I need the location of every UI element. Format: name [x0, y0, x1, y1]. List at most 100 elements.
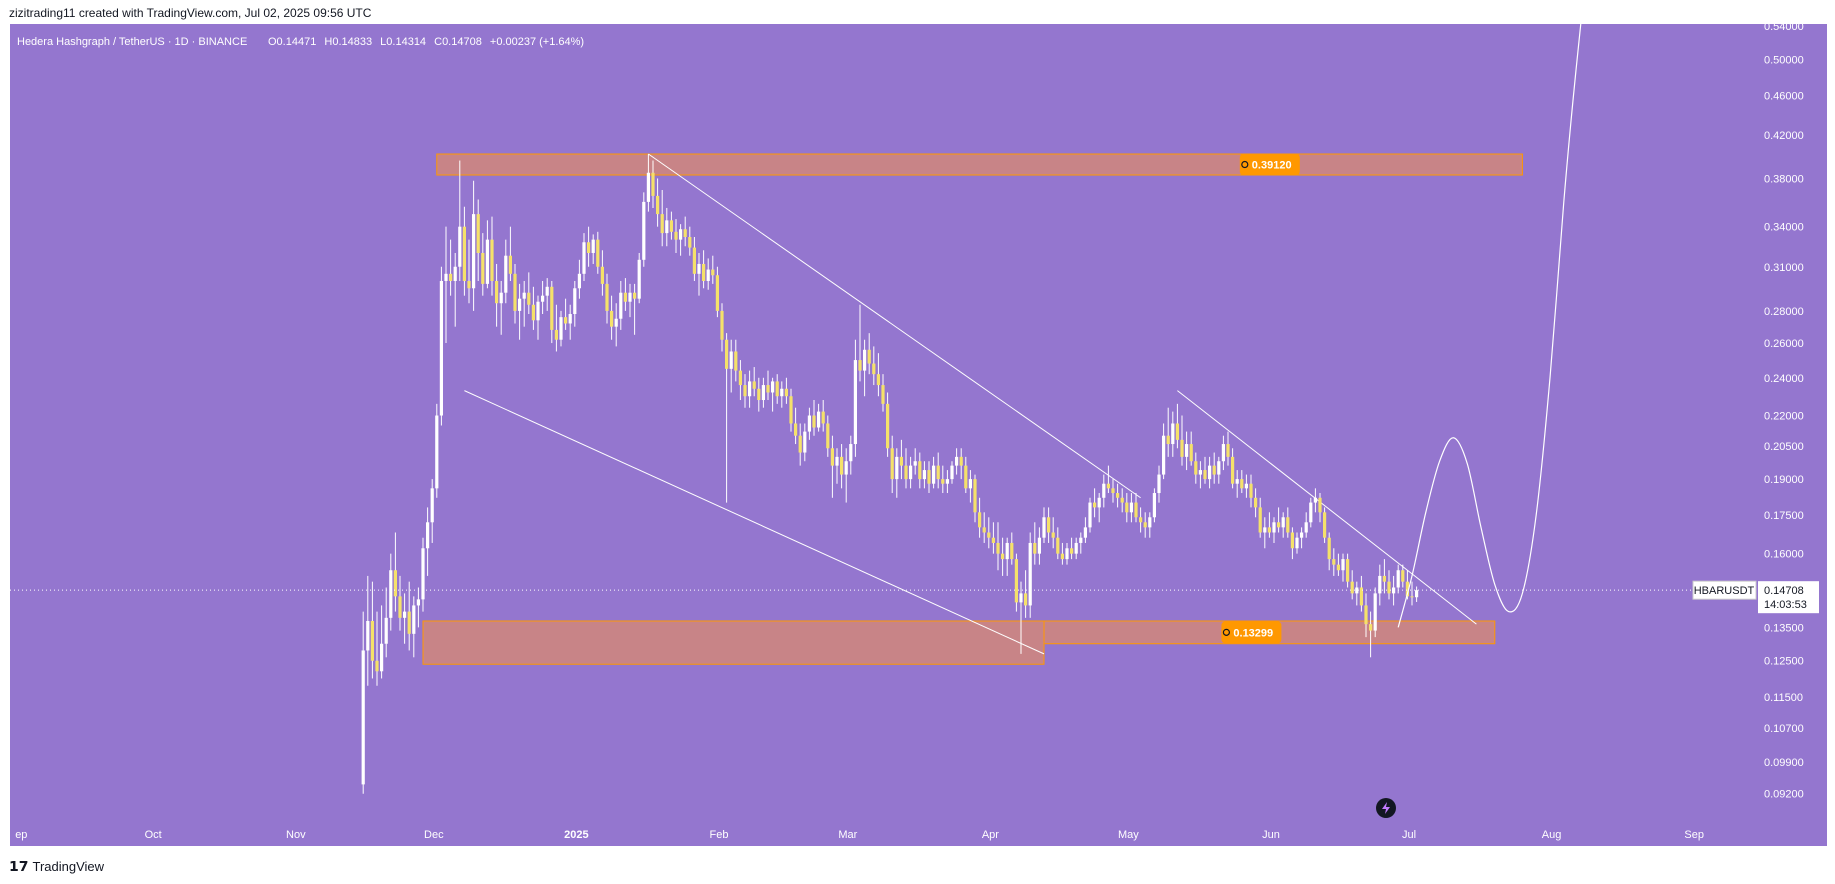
candle — [577, 259, 581, 299]
candle-body — [531, 304, 535, 321]
candle — [789, 388, 793, 432]
candle-body — [472, 214, 476, 289]
candle — [1304, 512, 1308, 538]
candle-body — [481, 252, 485, 284]
candle — [1226, 431, 1230, 466]
candle — [582, 233, 586, 281]
candle — [941, 465, 945, 494]
candle-body — [1405, 581, 1409, 597]
candle-body — [1106, 483, 1110, 489]
candle-body — [715, 275, 719, 311]
candle — [775, 374, 779, 404]
x-tick-label: ep — [15, 829, 27, 841]
candle-body — [380, 643, 384, 672]
candle-body — [449, 273, 453, 281]
candle-body — [784, 388, 788, 397]
candle-body — [527, 292, 531, 305]
candle-body — [959, 456, 963, 466]
candle — [922, 461, 926, 489]
candle-body — [407, 611, 411, 634]
candle-body — [1226, 444, 1230, 457]
candle — [1300, 527, 1304, 549]
candle — [812, 400, 816, 436]
candle — [1139, 507, 1143, 533]
candle — [1221, 435, 1225, 471]
candle-body — [1304, 522, 1308, 533]
candle — [794, 407, 798, 445]
candle-body — [1355, 587, 1359, 594]
candle — [955, 448, 959, 475]
candle — [1157, 465, 1161, 503]
candle — [1010, 532, 1014, 565]
candle-body — [393, 570, 397, 597]
candle — [1134, 493, 1138, 523]
candle — [591, 234, 595, 264]
candle-body — [426, 522, 430, 549]
brand-name: TradingView — [32, 858, 105, 874]
candle — [573, 280, 577, 327]
y-tick-label: 0.34000 — [1764, 222, 1804, 234]
candle-body — [830, 448, 834, 466]
candle-body — [467, 280, 471, 289]
x-tick-label: Apr — [982, 829, 999, 841]
candle-body — [416, 599, 420, 606]
candle-body — [840, 456, 844, 475]
candle-body — [1208, 465, 1212, 480]
candle-body — [504, 255, 508, 293]
candle-body — [757, 388, 761, 401]
candle — [403, 593, 407, 644]
y-tick-label: 0.50000 — [1764, 54, 1804, 66]
legend-low: L0.14314 — [380, 36, 426, 48]
trendlines-layer — [464, 153, 1477, 655]
candle-body — [646, 172, 650, 202]
candle — [614, 303, 618, 347]
candle-body — [660, 214, 664, 234]
candle-body — [435, 415, 439, 489]
candle-body — [1332, 559, 1336, 565]
y-tick-label: 0.11500 — [1764, 692, 1803, 704]
candle-body — [522, 292, 526, 299]
candle — [1290, 527, 1294, 560]
candle — [959, 448, 963, 480]
candle-body — [1074, 542, 1078, 554]
candle — [1396, 564, 1400, 594]
candle-body — [1102, 483, 1106, 498]
y-tick-label: 0.22000 — [1764, 411, 1804, 423]
candle-body — [1157, 474, 1161, 494]
candle-body — [499, 292, 503, 304]
candle-body — [444, 273, 448, 281]
candle — [821, 400, 825, 432]
candle — [361, 611, 365, 794]
candle-body — [1295, 537, 1299, 549]
candle — [743, 374, 747, 408]
candle-body — [1088, 502, 1092, 528]
x-tick-label: May — [1118, 829, 1139, 841]
chart-caption: zizitrading11 created with TradingView.c… — [9, 6, 372, 20]
symbol-tag: HBARUSDT — [1694, 585, 1755, 597]
candle-body — [1281, 517, 1285, 528]
candle — [720, 303, 724, 352]
candle — [968, 470, 972, 503]
candle-body — [490, 239, 494, 281]
candle — [610, 295, 614, 340]
candle — [1125, 493, 1129, 523]
candle — [1051, 517, 1055, 549]
candle-body — [1143, 522, 1147, 528]
candle — [651, 160, 655, 208]
x-tick-label: Feb — [710, 829, 729, 841]
zone-anchor-dot — [1241, 160, 1249, 169]
candle-body — [748, 381, 752, 397]
candle — [803, 423, 807, 462]
candle — [872, 346, 876, 386]
candle — [886, 392, 890, 457]
candle-body — [439, 280, 443, 416]
candle — [826, 415, 830, 457]
replay-button[interactable] — [1376, 798, 1396, 818]
candle — [366, 575, 370, 686]
candle-body — [1249, 483, 1253, 498]
footer-brand[interactable]: 𝟭𝟳 TradingView — [9, 856, 104, 876]
candle — [513, 263, 517, 324]
candle-body — [1378, 575, 1382, 594]
candle — [495, 263, 499, 327]
